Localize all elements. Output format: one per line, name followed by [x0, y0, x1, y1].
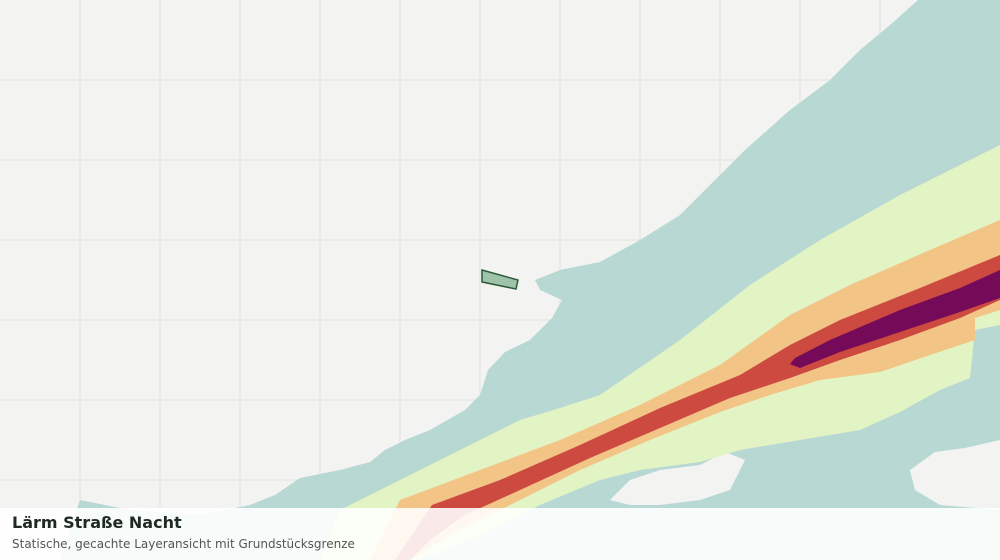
- noise-zone-medium: [320, 145, 1000, 560]
- layer-title: Lärm Straße Nacht: [12, 513, 182, 532]
- noise-zone-extreme: [790, 270, 1000, 368]
- quiet-area: [610, 452, 745, 505]
- noise-zone-very-high: [395, 255, 1000, 560]
- layer-subtitle: Statische, gecachte Layeransicht mit Gru…: [12, 537, 355, 551]
- parcel-boundary: [481, 269, 519, 290]
- quiet-area: [910, 440, 1000, 510]
- caption-panel: [0, 508, 1000, 560]
